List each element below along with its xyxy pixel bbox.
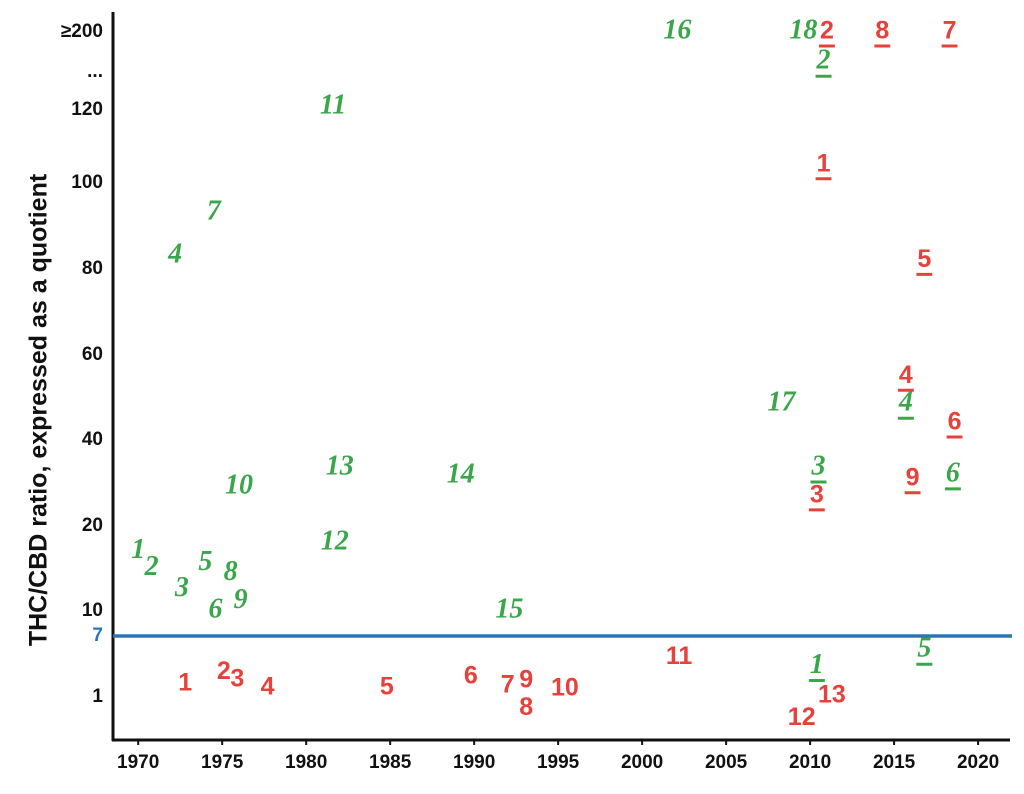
y-tick-label: ≥200 [61,21,103,42]
point-label: 17 [768,387,797,418]
x-tick-label: 1975 [201,752,244,773]
point-label: 9 [234,584,248,615]
point-label: 11 [666,642,693,670]
y-tick-label: 120 [71,99,103,120]
point-label: 7 [207,196,222,227]
point-label: 2 [820,17,834,45]
y-tick-label: 20 [82,515,103,536]
y-tick-label: 10 [82,600,103,621]
point-label: 6 [208,593,222,624]
point-label: 1 [131,534,145,565]
point-label: 4 [167,239,182,270]
y-tick-label: 80 [82,258,103,279]
point-label: 8 [519,693,533,721]
point-label: 5 [198,546,212,577]
y-tick-label: 1 [92,686,103,707]
point-label: 5 [917,633,931,664]
point-label: 4 [899,361,913,389]
x-tick-label: 1985 [369,752,412,773]
point-label: 12 [321,525,349,556]
point-label: 2 [816,45,831,76]
y-axis-break: ... [87,61,103,82]
x-tick-label: 1970 [117,752,159,773]
x-tick-label: 1990 [453,752,495,773]
point-label: 5 [380,672,394,700]
point-label: 2 [217,657,231,685]
point-label: 1 [817,149,831,177]
point-label: 8 [875,17,889,45]
point-label: 9 [519,665,533,693]
x-tick-label: 2020 [957,752,999,773]
x-tick-label: 2010 [789,752,831,773]
y-tick-label: 40 [82,429,103,450]
point-label: 13 [818,681,846,709]
point-label: 9 [906,463,920,491]
point-label: 3 [230,664,244,692]
point-label: 10 [551,673,579,701]
y-tick-label: 100 [71,172,103,193]
point-label: 11 [320,89,346,120]
point-label: 12 [788,703,816,731]
point-label: 6 [464,661,478,689]
point-label: 2 [144,551,159,582]
x-tick-label: 1995 [537,752,580,773]
x-tick-label: 2015 [873,752,916,773]
point-label: 1 [178,668,192,696]
point-label: 3 [811,450,826,481]
point-label: 10 [225,470,253,501]
point-label: 8 [224,556,238,587]
y-tick-label: 7 [92,625,103,646]
point-label: 16 [663,14,691,45]
x-tick-label: 1980 [285,752,327,773]
point-label: 5 [917,245,931,273]
point-label: 15 [495,593,523,624]
x-tick-label: 2005 [705,752,748,773]
y-tick-label: 60 [82,344,103,365]
point-label: 4 [261,672,275,700]
point-label: 6 [948,408,962,436]
point-label: 18 [789,14,817,45]
point-label: 14 [447,459,475,490]
point-label: 7 [501,670,515,698]
point-label: 3 [810,481,824,509]
point-label: 7 [943,17,957,45]
y-axis-title: THC/CBD ratio, expressed as a quotient [25,173,53,646]
point-label: 6 [946,457,960,488]
point-label: 1 [810,649,824,680]
point-label: 4 [898,387,913,418]
point-label: 13 [326,450,354,481]
x-tick-label: 2000 [621,752,663,773]
point-label: 3 [174,572,189,603]
